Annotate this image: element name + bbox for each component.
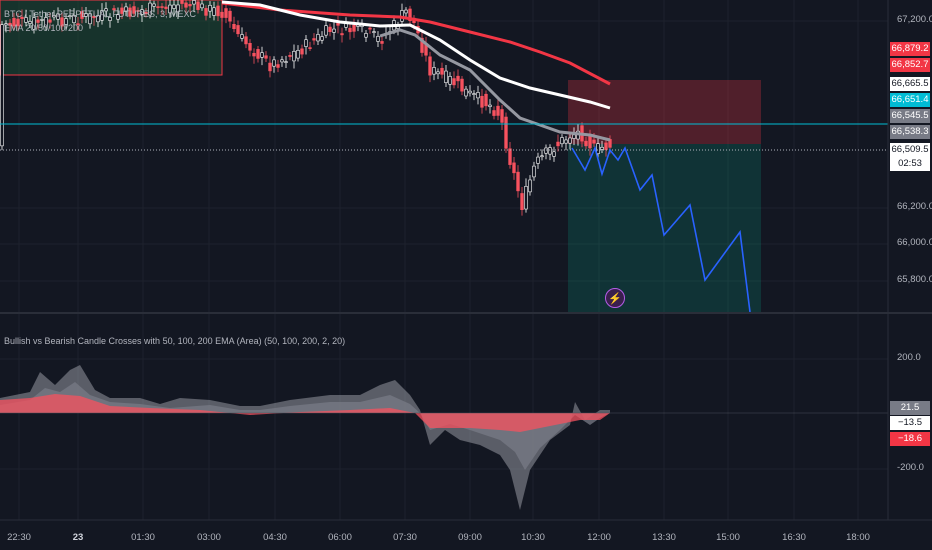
- last-price-tag: 66,509.5: [890, 143, 930, 157]
- ema-price-tag: 66,538.3: [890, 125, 930, 139]
- time-tick: 18:00: [846, 532, 870, 543]
- time-tick: 10:30: [521, 532, 545, 543]
- time-tick: 23: [72, 532, 84, 543]
- osc-value-tag: −18.6: [890, 432, 930, 446]
- time-tick: 03:00: [197, 532, 221, 543]
- ema-200-line: [221, 1, 611, 86]
- ema-indicator-label[interactable]: EMA 20/50/100/200: [4, 23, 84, 33]
- price-tick: 67,200.0: [897, 14, 932, 25]
- ema-20-price-tag: 66,545.5: [890, 109, 930, 123]
- reward-zone[interactable]: [568, 144, 761, 312]
- time-tick: 13:30: [652, 532, 676, 543]
- osc-value-tag: −13.5: [890, 416, 930, 430]
- time-tick: 06:00: [328, 532, 352, 543]
- osc-tick: 200.0: [897, 352, 921, 363]
- projection-path[interactable]: [571, 145, 751, 313]
- risk-zone[interactable]: [568, 80, 761, 144]
- time-tick: 12:00: [587, 532, 611, 543]
- price-tick: 66,200.0: [897, 201, 932, 212]
- lightning-icon[interactable]: ⚡: [605, 288, 625, 308]
- oscillator-indicator-label[interactable]: Bullish vs Bearish Candle Crosses with 5…: [4, 336, 346, 346]
- price-tick: 66,000.0: [897, 237, 932, 248]
- ema-200-price-tag: 66,879.2: [890, 42, 930, 56]
- oscillator-area: [0, 365, 888, 510]
- time-tick: 16:30: [782, 532, 806, 543]
- time-tick: 04:30: [263, 532, 287, 543]
- osc-value-tag: 21.5: [890, 401, 930, 415]
- ema-50-line: [379, 28, 611, 142]
- ray-price-tag: 66,651.4: [890, 93, 930, 107]
- ema-100-line: [221, 0, 611, 110]
- time-tick: 22:30: [7, 532, 31, 543]
- price-tick: 65,800.0: [897, 274, 932, 285]
- time-tick: 15:00: [716, 532, 740, 543]
- time-tick: 07:30: [393, 532, 417, 543]
- range-box[interactable]: [0, 0, 223, 76]
- time-tick: 09:00: [458, 532, 482, 543]
- ema-100-price-tag: 66,852.7: [890, 58, 930, 72]
- time-tick: 01:30: [131, 532, 155, 543]
- symbol-title[interactable]: BTC / Tether PERPETUAL FUTURES, 3, MEXC: [4, 9, 197, 19]
- bar-countdown: 02:53: [890, 157, 930, 171]
- ema-50-price-tag: 66,665.5: [890, 77, 930, 91]
- osc-tick: -200.0: [897, 462, 924, 473]
